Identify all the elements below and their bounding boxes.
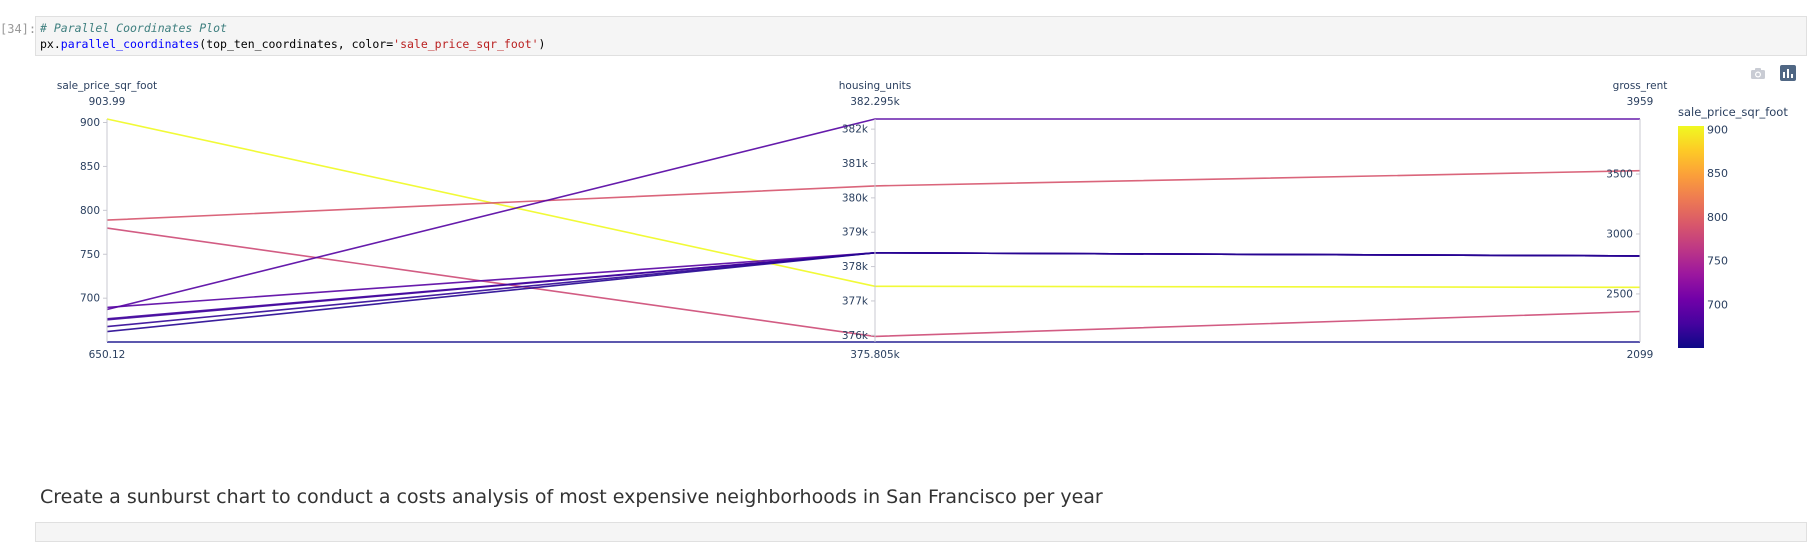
- data-line-8: [107, 253, 1640, 327]
- axis-tick-label: 700: [80, 293, 100, 305]
- colorbar-title: sale_price_sqr_foot: [1678, 105, 1788, 119]
- code-cell[interactable]: # Parallel Coordinates Plot px.parallel_…: [35, 16, 1807, 56]
- axis-tick-label: 3000: [1606, 228, 1633, 240]
- axis-tick-label: 376k: [842, 330, 869, 342]
- axis-tick-label: 380k: [842, 192, 869, 204]
- parallel-coordinates-chart[interactable]: sale_price_sqr_foot 903.99 650.12 700 750 800…: [0, 60, 1811, 430]
- data-line-1: [107, 119, 1640, 287]
- axis-tick-label: 800: [80, 205, 100, 217]
- axis-tick-label: 382k: [842, 124, 869, 136]
- axis-min-label: 375.805k: [850, 349, 900, 361]
- axis-tick-label: 2500: [1606, 288, 1633, 300]
- axis-tick-label: 900: [80, 117, 100, 129]
- code-args: (top_ten_coordinates, color=: [199, 37, 393, 51]
- axis-min-label: 650.12: [89, 349, 126, 361]
- data-line-5: [107, 119, 1640, 310]
- colorbar-tick-label: 850: [1707, 167, 1728, 180]
- colorbar-tick-label: 700: [1707, 298, 1728, 311]
- axis-title-gross_rent: gross_rent: [1613, 80, 1668, 92]
- colorbar: [1678, 126, 1704, 348]
- colorbar-tick-label: 800: [1707, 211, 1728, 224]
- axis-min-label: 2099: [1627, 349, 1654, 361]
- axis-max-label: 903.99: [89, 96, 126, 108]
- axis-max-label: 3959: [1627, 96, 1654, 108]
- data-line-2: [107, 171, 1640, 220]
- axis-title-housing_units: housing_units: [839, 80, 912, 92]
- code-string: 'sale_price_sqr_foot': [393, 37, 538, 51]
- code-function: parallel_coordinates: [61, 37, 199, 51]
- axis-tick-label: 3500: [1606, 169, 1633, 181]
- camera-icon[interactable]: [1749, 65, 1767, 81]
- code-end: ): [539, 37, 546, 51]
- axis-tick-label: 850: [80, 161, 100, 173]
- code-object: px.: [40, 37, 61, 51]
- axis-tick-label: 379k: [842, 227, 869, 239]
- next-code-cell[interactable]: [35, 522, 1807, 542]
- colorbar-tick-label: 900: [1707, 123, 1728, 136]
- plotly-logo-icon[interactable]: [1779, 65, 1797, 81]
- markdown-heading: Create a sunburst chart to conduct a cos…: [40, 486, 1103, 508]
- cell-prompt: [34]:: [0, 22, 32, 36]
- colorbar-tick-label: 750: [1707, 255, 1728, 268]
- axis-max-label: 382.295k: [850, 96, 900, 108]
- code-comment: # Parallel Coordinates Plot: [40, 21, 227, 35]
- code-line: px.parallel_coordinates(top_ten_coordina…: [40, 37, 545, 51]
- axis-title-sale_price_sqr_foot: sale_price_sqr_foot: [57, 80, 157, 92]
- axis-tick-label: 750: [80, 249, 100, 261]
- data-line-3: [107, 228, 1640, 336]
- axis-tick-label: 378k: [842, 261, 869, 273]
- axis-tick-label: 381k: [842, 158, 869, 170]
- plot-toolbar: [1749, 65, 1797, 81]
- axis-tick-label: 377k: [842, 295, 869, 307]
